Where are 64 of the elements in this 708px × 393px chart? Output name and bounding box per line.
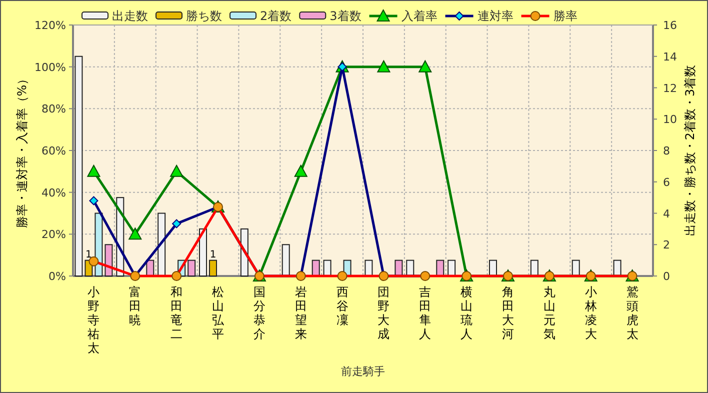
bar	[613, 260, 622, 276]
y-tick-label: 100%	[34, 60, 66, 74]
x-tick-label: 小野寺祐太	[88, 285, 100, 355]
legend-label: 2着数	[260, 9, 292, 23]
legend-label: 勝率	[553, 9, 578, 23]
y-tick-label: 60%	[42, 144, 66, 158]
x-tick-label: 丸山元気	[543, 285, 556, 341]
y-tick-label: 20%	[42, 228, 66, 242]
x-tick-label: 吉田隼人	[419, 285, 432, 341]
y-axis-title: 勝率・連対率・入着率（%）	[15, 72, 29, 228]
bar	[104, 244, 113, 276]
bar	[394, 260, 403, 276]
bar	[572, 260, 580, 276]
x-axis-title: 前走騎手	[341, 365, 385, 378]
y-tick-label: 80%	[42, 102, 66, 116]
legend-label: 3着数	[330, 9, 362, 23]
x-tick-label: 国分恭介	[253, 285, 266, 341]
bar	[188, 260, 196, 276]
legend-label: 勝ち数	[186, 9, 222, 23]
y2-tick-label: 8	[663, 144, 670, 158]
legend-label: 入着率	[401, 9, 438, 23]
x-tick-label: 松山弘平	[212, 285, 225, 341]
x-tick-label: 団野大成	[378, 285, 390, 341]
y2-tick-label: 10	[663, 113, 677, 126]
bar	[240, 228, 248, 276]
y2-tick-label: 6	[663, 176, 670, 189]
x-tick-label: 小林凌大	[584, 285, 597, 341]
point	[89, 196, 98, 206]
bar	[199, 228, 207, 276]
y-tick-label: 120%	[34, 19, 66, 32]
legend-label: 出走数	[112, 9, 148, 23]
x-tick-label: 角田大河	[502, 285, 514, 341]
y-tick-label: 40%	[42, 186, 66, 200]
bar	[282, 244, 290, 276]
bar	[312, 260, 320, 276]
x-tick-label: 鷲頭虎太	[626, 285, 638, 341]
x-tick-label: 岩田望来	[294, 285, 307, 341]
y-tick-label: 0%	[48, 270, 66, 283]
y2-axis-title: 出走数・勝ち数・2着数・3着数	[683, 64, 697, 236]
point	[172, 219, 182, 228]
bar	[209, 260, 217, 276]
y2-tick-label: 16	[663, 19, 677, 32]
y2-tick-label: 14	[663, 50, 677, 64]
bar	[448, 260, 456, 276]
y2-tick-label: 12	[663, 82, 677, 95]
data-label: 1	[86, 249, 92, 260]
legend-label: 連対率	[477, 9, 514, 23]
data-label: 1	[210, 249, 216, 260]
y2-tick-label: 4	[663, 207, 670, 220]
bar	[94, 212, 103, 276]
x-tick-label: 富田暁	[129, 285, 142, 327]
x-tick-label: 和田竜二	[170, 285, 183, 341]
bar	[406, 260, 414, 276]
bar	[530, 260, 538, 276]
bar	[436, 260, 444, 276]
bar	[158, 212, 166, 276]
x-tick-label: 西谷凜	[336, 285, 348, 327]
x-tick-label: 横山琉人	[460, 285, 473, 341]
bar	[74, 56, 83, 276]
bar	[323, 260, 332, 276]
bar	[489, 260, 497, 276]
y2-tick-label: 2	[663, 238, 670, 252]
y2-tick-label: 0	[663, 270, 670, 283]
bar	[364, 260, 373, 276]
